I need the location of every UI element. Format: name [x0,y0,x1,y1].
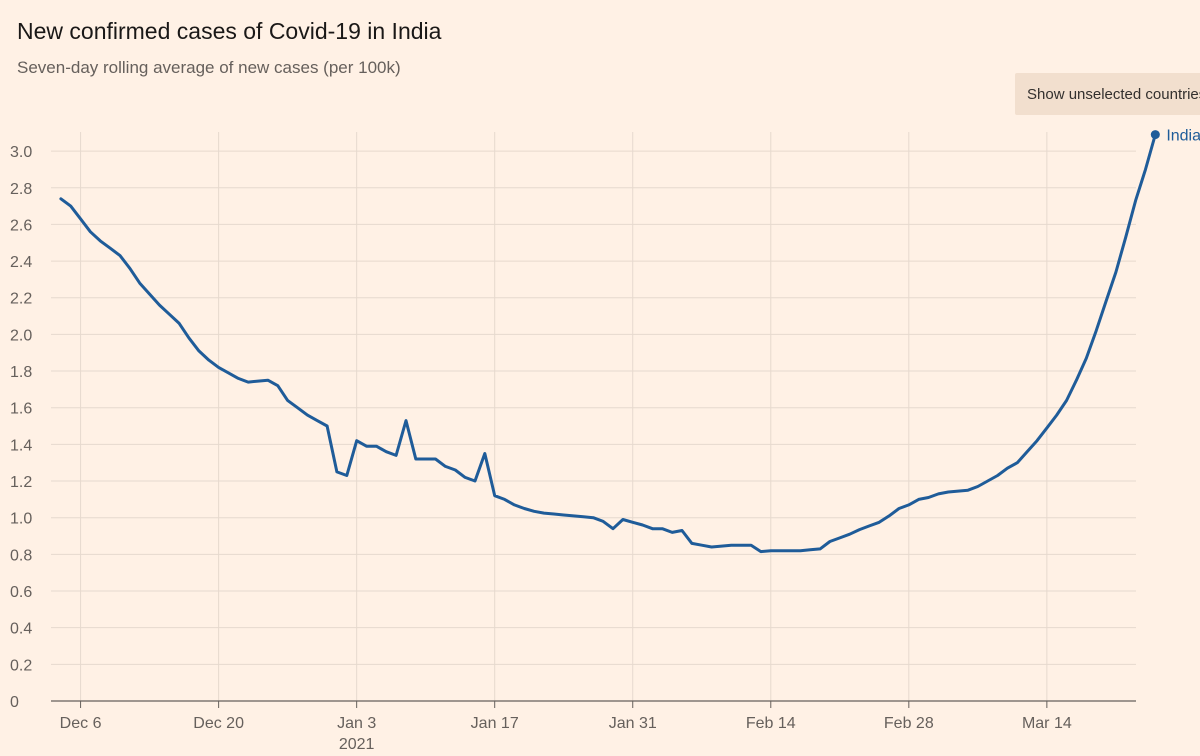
y-tick-label: 1.6 [10,401,32,418]
y-tick-label: 2.0 [10,327,32,344]
y-tick-label: 0 [10,694,19,711]
y-tick-label: 2.2 [10,291,32,308]
y-axis-labels: 0 0.2 0.4 0.6 0.8 1.0 1.2 1.4 1.6 1.8 2.0 2.2 2.4 2.6… [10,144,32,711]
x-tick-label: Jan 3 [337,715,376,732]
x-tick-label: Dec 20 [193,715,244,732]
x-tick-label: Jan 31 [609,715,657,732]
show-unselected-countries-button[interactable]: Show unselected countries [1015,73,1200,115]
y-tick-label: 1.0 [10,511,32,528]
chart-subtitle: Seven-day rolling average of new cases (… [17,58,401,77]
x-tick-label: Feb 14 [746,715,796,732]
y-tick-label: 2.4 [10,254,32,271]
x-tick-sublabel: 2021 [339,736,375,753]
y-tick-label: 1.8 [10,364,32,381]
y-tick-label: 2.6 [10,217,32,234]
y-tick-label: 0.4 [10,621,32,638]
y-tick-label: 0.6 [10,584,32,601]
y-tick-label: 3.0 [10,144,32,161]
vertical-gridlines [80,132,1048,701]
series-layer: India [59,128,1200,554]
y-tick-label: 1.2 [10,474,32,491]
x-tick-label: Dec 6 [60,715,102,732]
x-tick-label: Mar 14 [1022,715,1072,732]
series-label: India [1166,128,1200,145]
x-tick-label: Feb 28 [884,715,934,732]
horizontal-gridlines [51,150,1136,665]
series-line-india [59,133,1157,554]
y-tick-label: 2.8 [10,181,32,198]
y-tick-label: 0.2 [10,657,32,674]
y-tick-label: 0.8 [10,547,32,564]
x-tick-label: Jan 17 [471,715,519,732]
y-tick-label: 1.4 [10,437,32,454]
chart-title: New confirmed cases of Covid-19 in India [17,18,442,44]
x-axis: Dec 6 Dec 20 Jan 3 2021 Jan 17 Jan 31 Feb 14 Fe… [51,700,1136,753]
series-end-marker [1150,130,1160,140]
